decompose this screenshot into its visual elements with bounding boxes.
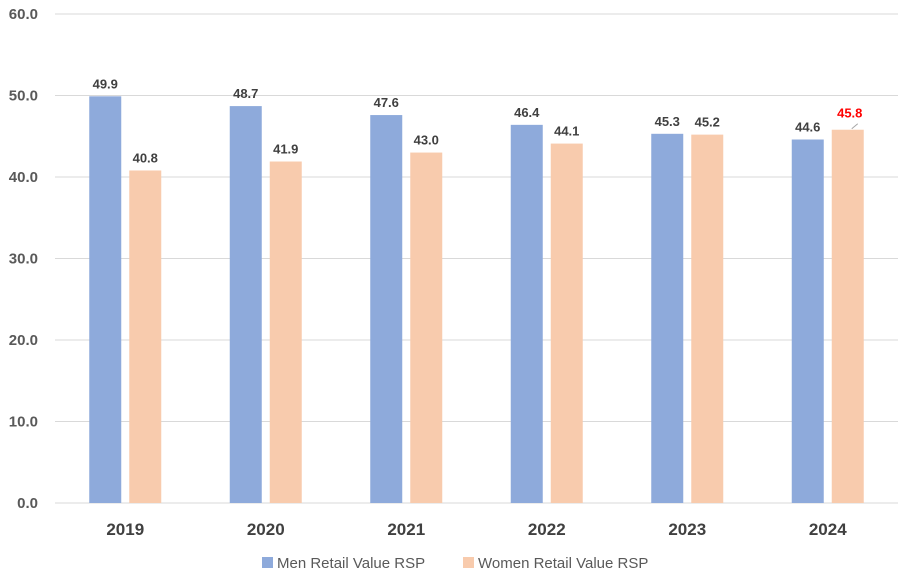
bar-women-2022 bbox=[550, 143, 583, 503]
y-tick-label: 40.0 bbox=[9, 169, 38, 186]
data-label: 49.9 bbox=[93, 76, 118, 91]
data-labels: 49.9 40.8 48.7 41.9 47.6 43.0 46.4 44.1 45.3 45.2… bbox=[93, 76, 863, 165]
legend-label: Women Retail Value RSP bbox=[478, 555, 648, 572]
legend-swatch bbox=[262, 557, 273, 568]
y-tick-label: 20.0 bbox=[9, 332, 38, 349]
bar-women-2020 bbox=[269, 161, 302, 503]
bar-women-2021 bbox=[410, 152, 443, 504]
y-axis-tick-labels: 0.0 10.0 20.0 30.0 40.0 50.0 60.0 bbox=[9, 6, 38, 512]
bar-men-2019 bbox=[89, 96, 122, 503]
bar-men-2023 bbox=[651, 133, 684, 503]
data-label: 40.8 bbox=[133, 150, 158, 165]
legend: Men Retail Value RSP Women Retail Value R… bbox=[262, 555, 648, 572]
bar-men-2024 bbox=[791, 139, 824, 503]
bar-men-2022 bbox=[510, 124, 543, 503]
data-label: 43.0 bbox=[414, 133, 439, 148]
data-label-leader-line bbox=[851, 123, 859, 130]
bar-men-2020 bbox=[229, 106, 262, 503]
x-tick-label: 2022 bbox=[528, 520, 566, 539]
data-label: 44.1 bbox=[554, 124, 579, 139]
x-tick-label: 2020 bbox=[247, 520, 285, 539]
data-label: 45.2 bbox=[695, 115, 720, 130]
legend-label: Men Retail Value RSP bbox=[277, 555, 425, 572]
data-label: 48.7 bbox=[233, 86, 258, 101]
x-tick-label: 2023 bbox=[668, 520, 706, 539]
x-tick-label: 2019 bbox=[106, 520, 144, 539]
x-tick-label: 2024 bbox=[809, 520, 847, 539]
data-label: 45.8 bbox=[837, 106, 862, 121]
y-tick-label: 50.0 bbox=[9, 88, 38, 105]
x-axis-tick-labels: 2019 2020 2021 2022 2023 2024 bbox=[106, 520, 847, 539]
data-label: 41.9 bbox=[273, 142, 298, 157]
bars bbox=[89, 96, 864, 504]
bar-women-2023 bbox=[691, 134, 724, 503]
gridlines bbox=[55, 13, 898, 504]
legend-swatch bbox=[463, 557, 474, 568]
bar-women-2024 bbox=[831, 129, 864, 504]
bar-women-2019 bbox=[129, 170, 162, 504]
bar-men-2021 bbox=[370, 115, 403, 503]
data-label: 45.3 bbox=[655, 114, 680, 129]
y-tick-label: 10.0 bbox=[9, 414, 38, 431]
y-tick-label: 60.0 bbox=[9, 6, 38, 23]
data-label: 46.4 bbox=[514, 105, 540, 120]
data-label: 44.6 bbox=[795, 120, 820, 135]
x-tick-label: 2021 bbox=[387, 520, 425, 539]
data-label: 47.6 bbox=[374, 95, 399, 110]
y-tick-label: 30.0 bbox=[9, 251, 38, 268]
y-tick-label: 0.0 bbox=[17, 495, 38, 512]
